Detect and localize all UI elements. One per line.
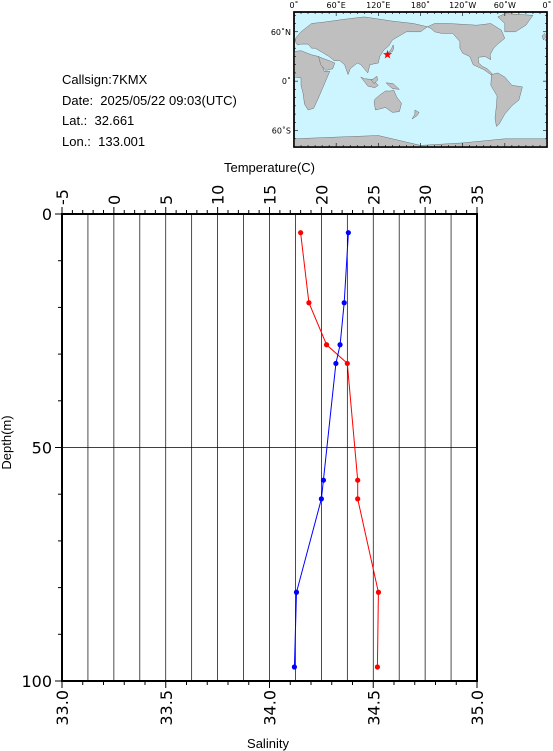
- temperature-axis-title: Temperature(C): [224, 160, 315, 175]
- temperature-tick-label: 25: [364, 185, 383, 205]
- salinity-point: [333, 360, 339, 367]
- temperature-tick-label: -5: [53, 189, 72, 205]
- landmass: [411, 109, 420, 120]
- salinity-point: [341, 300, 347, 306]
- chart-axes: [55, 207, 478, 688]
- map-lon-label: 180˚: [411, 0, 430, 10]
- temperature-tick-label: 15: [261, 185, 280, 205]
- landmass: [541, 33, 546, 41]
- salinity-point: [291, 664, 297, 670]
- map-lat-label: 60˚N: [271, 27, 291, 37]
- temperature-tick-label: 35: [468, 185, 487, 205]
- salinity-line: [293, 232, 349, 668]
- map-lat-label: 60˚S: [272, 126, 291, 136]
- depth-tick-label: 100: [21, 672, 52, 691]
- landmass: [497, 13, 534, 32]
- temperature-point: [344, 360, 350, 367]
- salinity-point: [320, 477, 327, 483]
- lon-text: Lon.: 133.001: [62, 133, 146, 149]
- salinity-tick-label: 35.0: [468, 690, 487, 726]
- map-lon-label: 60˚W: [494, 0, 516, 10]
- salinity-point: [318, 496, 324, 502]
- temperature-tick-label: 10: [209, 185, 228, 205]
- landmass: [371, 75, 378, 84]
- temperature-point: [323, 342, 330, 348]
- map-labels: 0˚ 60˚E 120˚E 180˚ 120˚W 60˚W 0˚ 60˚N 0˚ 60˚S: [271, 0, 552, 136]
- salinity-point: [337, 342, 343, 348]
- landmass: [490, 72, 523, 127]
- landmass: [360, 76, 379, 88]
- station-star: ★: [382, 47, 393, 61]
- salinity-tick-label: 34.5: [364, 690, 383, 726]
- landmass: [384, 44, 395, 57]
- landmass: [318, 56, 336, 71]
- callsign-text: Callsign:7KMX: [62, 72, 148, 87]
- salinity-tick-label: 34.0: [261, 690, 280, 726]
- depth-axis-title: Depth(m): [0, 415, 14, 469]
- map-lon-label: 0˚: [289, 0, 298, 10]
- map-lon-label: 120˚W: [449, 0, 476, 10]
- temperature-line: [300, 232, 379, 668]
- salinity-axis-title: Salinity: [247, 736, 289, 751]
- chart-grid: [61, 214, 478, 681]
- temperature-tick-label: 5: [157, 195, 176, 205]
- lat-text: Lat.: 32.661: [62, 113, 135, 128]
- landmass: [427, 23, 506, 75]
- landmass: [373, 89, 402, 113]
- date-text: Date: 2025/05/22 09:03(UTC): [62, 92, 237, 108]
- temperature-point: [306, 300, 312, 306]
- map-ticks: [293, 12, 548, 148]
- map-lat-label: 0˚: [282, 76, 291, 86]
- temperature-point: [298, 230, 304, 236]
- temperature-tick-label: 0: [105, 195, 124, 205]
- temperature-point: [355, 477, 361, 483]
- temperature-tick-label: 20: [312, 185, 331, 205]
- landmass: [293, 50, 331, 111]
- landmass: [385, 82, 400, 90]
- temperature-point: [355, 496, 361, 502]
- salinity-tick-label: 33.0: [53, 690, 72, 726]
- landmass: [293, 16, 428, 76]
- salinity-point: [293, 589, 300, 595]
- depth-tick-label: 0: [42, 205, 52, 224]
- map-land: [293, 11, 548, 148]
- station-marker: ★: [382, 47, 393, 61]
- temperature-tick-label: 30: [416, 185, 435, 205]
- chart-series: [291, 230, 382, 670]
- salinity-point: [345, 230, 351, 236]
- map-lon-label: 60˚E: [327, 0, 346, 10]
- depth-tick-label: 50: [32, 439, 52, 458]
- salinity-tick-label: 33.5: [157, 690, 176, 726]
- map-lon-label: 0˚: [542, 0, 551, 10]
- temperature-point: [374, 664, 380, 670]
- station-info: Callsign:7KMX Date: 2025/05/22 09:03(UTC…: [62, 70, 237, 152]
- temperature-point: [375, 589, 382, 595]
- map-lon-label: 120˚E: [366, 0, 390, 10]
